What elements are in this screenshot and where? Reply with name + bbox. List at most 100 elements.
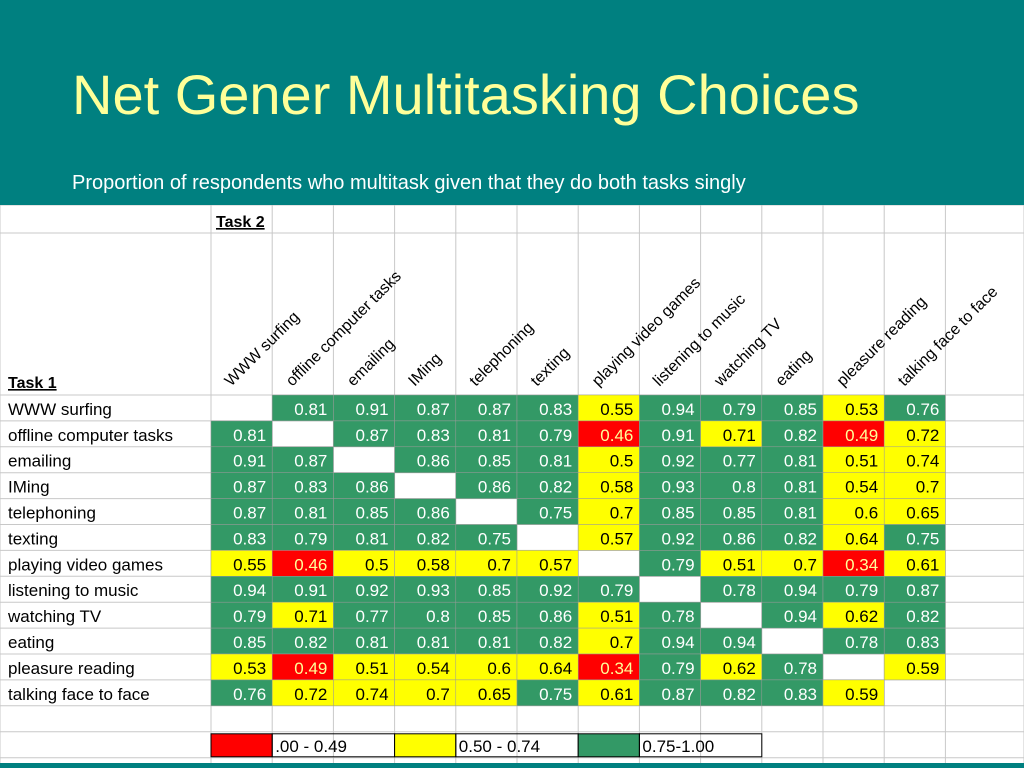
- cell-value: 0.7: [916, 478, 940, 497]
- cell-value: 0.87: [662, 685, 695, 704]
- row-label: emailing: [8, 452, 71, 471]
- heatmap-cell: [883, 653, 946, 681]
- heatmap-cell: [210, 498, 273, 525]
- cell-value: 0.7: [610, 504, 634, 523]
- row-label: listening to music: [8, 581, 139, 600]
- row-axis-label: Task 1: [8, 375, 57, 392]
- heatmap-cell: [700, 576, 763, 603]
- heatmap-cell: [639, 446, 701, 473]
- cell-value: 0.65: [478, 685, 511, 704]
- cell-value: 0.49: [845, 426, 878, 445]
- heatmap-cell-diagonal: [640, 577, 700, 602]
- heatmap-cell: [822, 498, 885, 525]
- cell-value: 0.92: [662, 529, 695, 548]
- heatmap-cell: [639, 550, 701, 577]
- cell-value: 0.82: [294, 633, 327, 652]
- cell-value: 0.76: [906, 400, 939, 419]
- heatmap-cell: [883, 550, 946, 577]
- heatmap-cell: [822, 446, 885, 473]
- cell-value: 0.5: [365, 555, 389, 574]
- heatmap-cell: [577, 394, 640, 422]
- heatmap-cell-diagonal: [334, 447, 394, 472]
- cell-value: 0.65: [906, 504, 939, 523]
- heatmap-cell: [577, 420, 640, 448]
- cell-value: 0.51: [845, 452, 878, 471]
- heatmap-cell: [271, 627, 334, 655]
- cell-value: 0.77: [723, 452, 756, 471]
- heatmap-cell: [700, 446, 763, 473]
- heatmap-cell: [883, 576, 946, 603]
- cell-value: 0.7: [487, 555, 511, 574]
- cell-value: 0.81: [294, 400, 327, 419]
- row-label: IMing: [8, 478, 50, 497]
- heatmap-cell: [333, 653, 395, 681]
- cell-value: 0.61: [906, 555, 939, 574]
- heatmap-cell: [700, 472, 763, 499]
- heatmap-cell: [883, 601, 946, 629]
- heatmap-cell-diagonal: [518, 525, 578, 550]
- cell-value: 0.79: [539, 426, 572, 445]
- cell-value: 0.85: [478, 452, 511, 471]
- cell-value: 0.62: [723, 659, 756, 678]
- heatmap-cell-diagonal: [579, 551, 639, 576]
- heatmap-cell: [210, 446, 273, 473]
- cell-value: 0.7: [793, 555, 817, 574]
- heatmap-cell: [700, 524, 763, 551]
- heatmap-cell: [883, 472, 946, 499]
- cell-value: 0.62: [845, 607, 878, 626]
- cell-value: 0.79: [662, 555, 695, 574]
- heatmap-cell: [455, 550, 518, 577]
- cell-value: 0.83: [417, 426, 450, 445]
- cell-value: 0.87: [417, 400, 450, 419]
- cell-value: 0.54: [845, 478, 878, 497]
- heatmap-cell-diagonal: [212, 396, 272, 420]
- cell-value: 0.79: [723, 400, 756, 419]
- cell-value: 0.61: [600, 685, 633, 704]
- cell-value: 0.87: [906, 581, 939, 600]
- cell-value: 0.82: [417, 529, 450, 548]
- column-label: playing video games: [589, 275, 704, 390]
- legend-label: 0.50 - 0.74: [459, 737, 540, 756]
- cell-value: 0.51: [600, 607, 633, 626]
- cell-value: 0.81: [784, 452, 817, 471]
- slide-title: Net Gener Multitasking Choices: [72, 63, 860, 126]
- column-axis-label: Task 2: [216, 214, 265, 231]
- heatmap-cell: [271, 601, 334, 629]
- cell-value: 0.86: [417, 452, 450, 471]
- heatmap-cell: [577, 576, 640, 603]
- heatmap-cell-diagonal: [701, 603, 761, 628]
- cell-value: 0.81: [784, 478, 817, 497]
- cell-value: 0.94: [784, 607, 817, 626]
- heatmap-cell: [210, 550, 273, 577]
- heatmap-cell: [333, 576, 395, 603]
- heatmap-cell: [455, 653, 518, 681]
- cell-value: 0.75: [478, 529, 511, 548]
- cell-value: 0.46: [600, 426, 633, 445]
- cell-value: 0.86: [539, 607, 572, 626]
- cell-value: 0.82: [539, 478, 572, 497]
- heatmap-cell: [577, 524, 640, 551]
- heatmap-cell: [394, 653, 457, 681]
- column-label: IMing: [405, 350, 445, 390]
- column-label: emailing: [344, 336, 398, 390]
- cell-value: 0.93: [662, 478, 695, 497]
- cell-value: 0.94: [662, 633, 695, 652]
- cell-value: 0.83: [784, 685, 817, 704]
- heatmap-cell: [700, 394, 763, 422]
- heatmap-cell: [761, 601, 824, 629]
- heatmap-cell: [516, 679, 579, 707]
- heatmap-cell: [822, 394, 885, 422]
- cell-value: 0.85: [784, 400, 817, 419]
- cell-value: 0.79: [233, 607, 266, 626]
- heatmap-cell: [394, 550, 457, 577]
- heatmap-cell: [577, 653, 640, 681]
- cell-value: 0.53: [233, 659, 266, 678]
- cell-value: 0.92: [662, 452, 695, 471]
- heatmap-cell: [822, 627, 885, 655]
- cell-value: 0.91: [233, 452, 266, 471]
- cell-value: 0.94: [723, 633, 756, 652]
- cell-value: 0.49: [294, 659, 327, 678]
- cell-value: 0.85: [662, 504, 695, 523]
- cell-value: 0.64: [845, 529, 878, 548]
- cell-value: 0.64: [539, 659, 572, 678]
